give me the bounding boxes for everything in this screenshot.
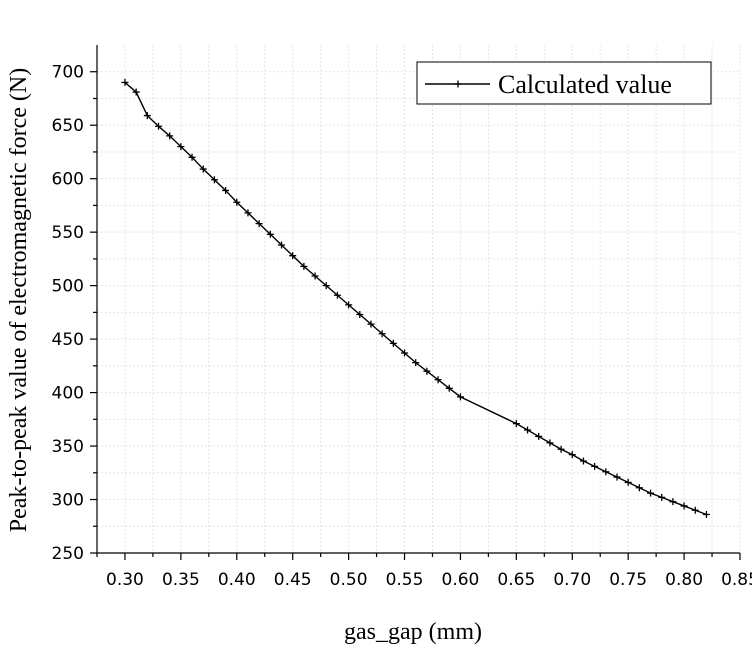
y-tick-label: 650 (52, 116, 84, 136)
data-point-marker (389, 339, 397, 347)
x-tick-label: 0.30 (106, 570, 144, 590)
data-point-marker (669, 498, 677, 506)
data-point-marker (546, 439, 554, 447)
y-axis-title: Peak-to-peak value of electromagnetic fo… (6, 68, 32, 532)
y-tick-label: 250 (52, 544, 84, 564)
data-point-marker (568, 451, 576, 459)
data-point-marker (266, 230, 274, 238)
x-tick-label: 0.75 (609, 570, 647, 590)
data-point-marker (691, 506, 699, 514)
x-tick-label: 0.45 (274, 570, 312, 590)
data-point-marker (524, 426, 532, 434)
ticks: 0.30 0.35 0.40 0.45 0.50 0.55 0.60 0.65 0.70 0.75… (52, 63, 752, 590)
data-point-marker (647, 489, 655, 497)
series-line (124, 81, 707, 516)
data-point-marker (658, 493, 666, 501)
data-point-marker (244, 209, 252, 217)
data-point-marker (512, 420, 520, 428)
data-point-marker (378, 330, 386, 338)
data-point-marker (345, 301, 353, 309)
x-tick-label: 0.80 (665, 570, 703, 590)
x-tick-label: 0.50 (330, 570, 368, 590)
data-point-marker (624, 478, 632, 486)
data-point-marker (557, 445, 565, 453)
y-tick-label: 400 (52, 384, 84, 404)
data-point-marker (401, 349, 409, 357)
data-point-marker (456, 393, 464, 401)
data-point-marker (367, 320, 375, 328)
y-tick-label: 350 (52, 437, 84, 457)
y-tick-label: 500 (52, 277, 84, 297)
y-tick-label: 300 (52, 491, 84, 511)
x-tick-label: 0.85 (721, 570, 752, 590)
data-point-marker (177, 143, 185, 151)
x-axis-title: gas_gap (mm) (344, 619, 482, 645)
axes (96, 45, 740, 554)
grid (97, 45, 741, 553)
x-tick-label: 0.35 (162, 570, 200, 590)
data-point-marker (222, 186, 230, 194)
y-tick-label: 700 (52, 63, 84, 83)
data-point-marker (155, 122, 163, 130)
data-point-marker (613, 473, 621, 481)
legend: Calculated value (416, 61, 712, 105)
legend-label: Calculated value (498, 70, 672, 99)
x-tick-label: 0.65 (497, 570, 535, 590)
data-point-marker (412, 359, 420, 367)
data-point-marker (278, 241, 286, 249)
x-tick-label: 0.40 (218, 570, 256, 590)
data-point-marker (579, 457, 587, 465)
data-point-marker (233, 198, 241, 206)
y-tick-label: 600 (52, 170, 84, 190)
x-tick-label: 0.60 (442, 570, 480, 590)
data-point-marker (333, 291, 341, 299)
data-point-marker (322, 282, 330, 290)
data-point-marker (535, 432, 543, 440)
data-point-marker (423, 367, 431, 375)
data-point-marker (434, 376, 442, 384)
x-tick-label: 0.55 (386, 570, 424, 590)
legend-box (416, 61, 712, 105)
y-tick-label: 450 (52, 330, 84, 350)
data-point-marker (255, 220, 263, 228)
data-point-marker (289, 252, 297, 260)
x-tick-label: 0.70 (553, 570, 591, 590)
data-point-marker (188, 153, 196, 161)
y-tick-label: 550 (52, 223, 84, 243)
data-point-marker (311, 272, 319, 280)
data-point-marker (121, 78, 129, 86)
data-point-marker (199, 165, 207, 173)
data-point-marker (166, 132, 174, 140)
data-point-marker (602, 468, 610, 476)
data-point-marker (591, 462, 599, 470)
series-layer (121, 78, 710, 518)
data-point-marker (680, 502, 688, 510)
data-point-marker (635, 484, 643, 492)
data-point-marker (300, 262, 308, 270)
data-point-marker (132, 88, 140, 96)
data-point-marker (445, 384, 453, 392)
data-point-marker (143, 112, 151, 120)
data-point-marker (210, 176, 218, 184)
data-point-marker (702, 510, 710, 518)
legend-marker-sample (454, 80, 462, 88)
data-point-marker (356, 311, 364, 319)
